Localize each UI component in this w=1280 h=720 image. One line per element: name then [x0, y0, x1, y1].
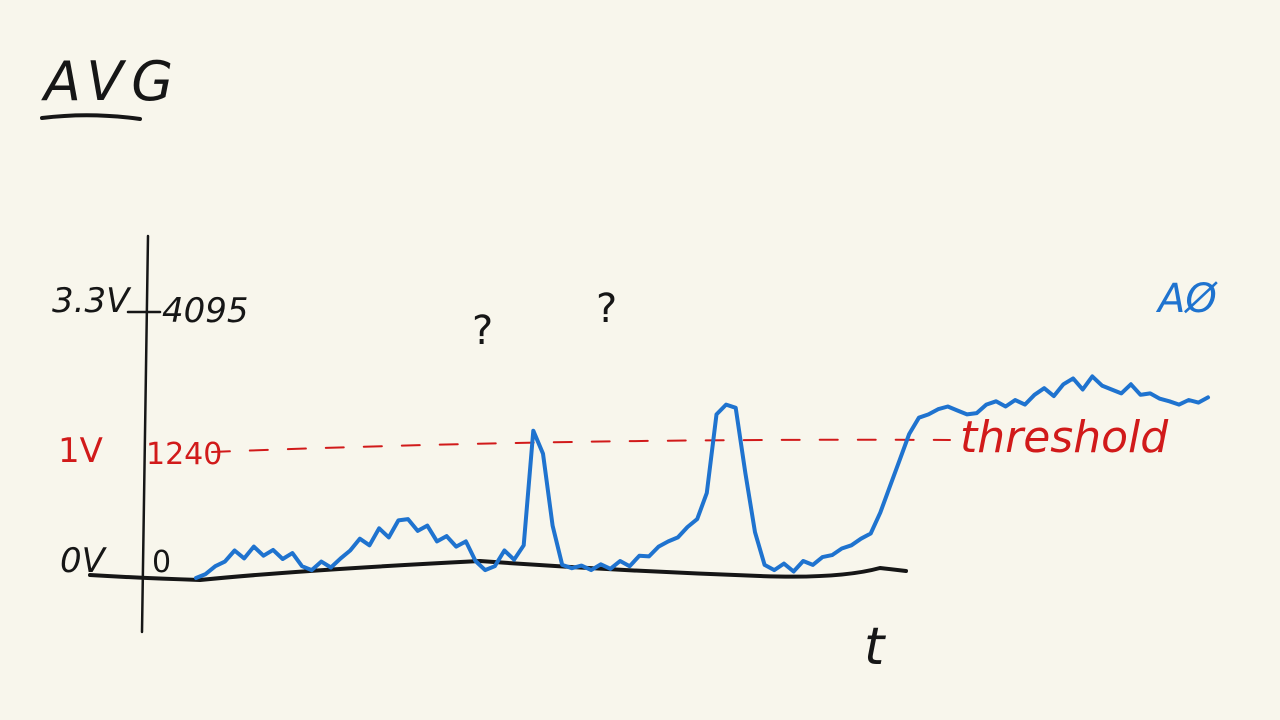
- title-underline: [40, 113, 142, 121]
- y-top-value-label: 4095: [162, 291, 249, 331]
- x-axis-line: [88, 559, 908, 582]
- y-threshold-value-label: 1240: [146, 437, 222, 472]
- signal-label: AØ: [1155, 276, 1218, 322]
- y-bottom-voltage-label: 0V: [60, 541, 108, 581]
- diagram-title: AVG: [41, 50, 181, 113]
- spike-question-2: ?: [596, 286, 617, 332]
- signal-line: [194, 374, 1210, 580]
- signal-series: [194, 374, 1210, 580]
- spike-question-1: ?: [472, 308, 493, 354]
- y-axis-line: [140, 234, 150, 634]
- y-top-voltage-label: 3.3V: [52, 281, 132, 321]
- y-threshold-voltage-label: 1V: [58, 431, 103, 471]
- threshold-line: [211, 438, 951, 453]
- threshold-label: threshold: [960, 412, 1169, 463]
- x-axis-label: t: [864, 617, 886, 677]
- y-bottom-value-label: 0: [152, 545, 171, 580]
